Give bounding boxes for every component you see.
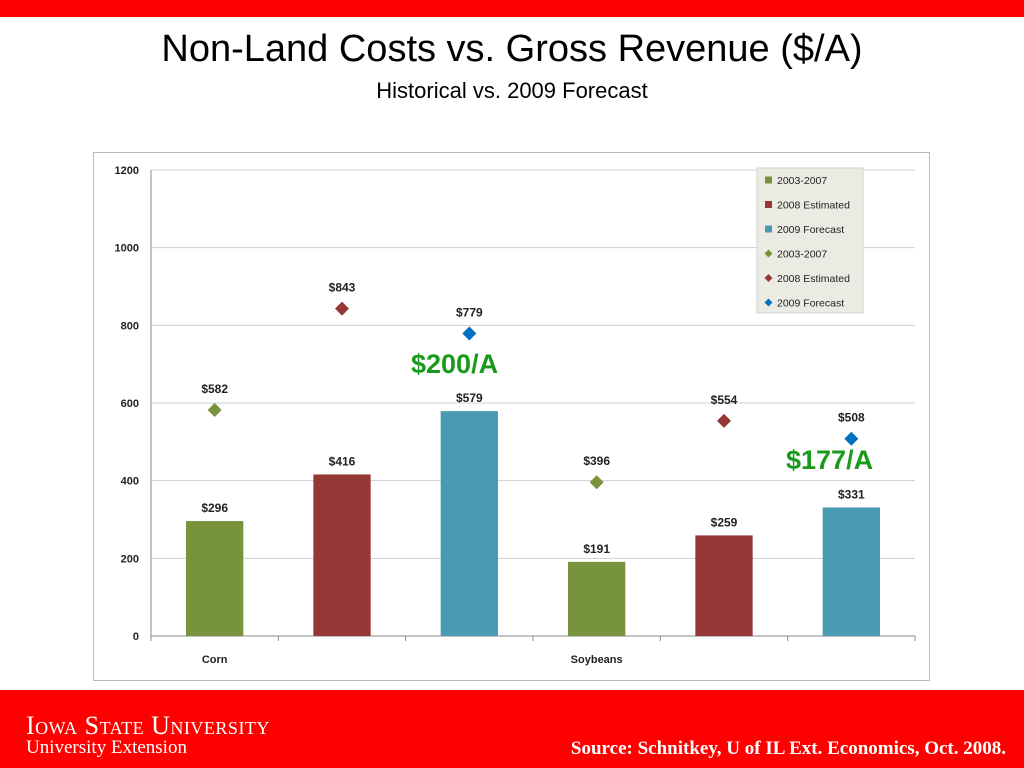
slide-title: Non-Land Costs vs. Gross Revenue ($/A) (161, 28, 863, 70)
diamond-marker (589, 475, 604, 490)
slide-subtitle: Historical vs. 2009 Forecast (376, 78, 648, 103)
marker-value-label: $396 (583, 454, 610, 468)
legend-label: 2009 Forecast (777, 298, 844, 310)
legend-swatch (765, 201, 772, 208)
legend-label: 2003-2007 (777, 249, 827, 261)
y-tick-label: 200 (121, 553, 139, 565)
legend-diamond (764, 298, 773, 307)
legend-swatch (765, 225, 772, 233)
extension-logo-text: University Extension (26, 737, 187, 758)
legend-label: 2009 Forecast (777, 224, 844, 236)
y-tick-label: 600 (121, 398, 139, 410)
x-category-label: Corn (202, 654, 228, 666)
bar-value-label: $259 (711, 515, 738, 529)
legend-diamond (764, 274, 773, 282)
bar-value-label: $579 (456, 391, 483, 405)
university-logo-text: Iowa State University (26, 711, 270, 740)
bar (822, 507, 880, 636)
legend-label: 2003-2007 (777, 175, 827, 187)
legend-label: 2008 Estimated (777, 200, 850, 212)
bottom-banner (0, 690, 1024, 768)
legend-swatch (765, 176, 772, 184)
marker-value-label: $554 (711, 393, 738, 407)
bar-value-label: $416 (329, 454, 356, 468)
bar-value-label: $331 (838, 487, 865, 501)
legend-box (756, 167, 864, 314)
bar-value-label: $296 (201, 501, 228, 515)
chart-frame: 0 200 400 600 800 1000 1200 Corn $296 $416 $579 $58… (93, 152, 930, 681)
x-category-label: Soybeans (571, 654, 623, 666)
legend-diamond (764, 249, 773, 258)
diamond-marker (335, 301, 349, 316)
y-tick-label: 1000 (115, 243, 139, 255)
diamond-marker (844, 431, 859, 446)
diamond-marker (207, 402, 222, 417)
y-tick-label: 800 (121, 320, 139, 332)
bar-value-label: $191 (583, 542, 610, 556)
bar (568, 561, 626, 636)
bar (313, 474, 371, 636)
marker-value-label: $582 (201, 382, 228, 396)
corn-margin-callout: $200/A (411, 349, 499, 379)
y-tick-label: 1200 (115, 165, 139, 177)
chart: 0 200 400 600 800 1000 1200 Corn $296 $416 $579 $58… (115, 165, 916, 666)
top-banner (0, 0, 1024, 17)
marker-value-label: $843 (329, 281, 356, 295)
soybean-margin-callout: $177/A (786, 445, 874, 475)
marker-value-label: $508 (838, 411, 865, 425)
diamond-marker (717, 413, 731, 428)
bar (695, 535, 753, 636)
y-tick-label: 400 (121, 476, 139, 488)
marker-value-label: $779 (456, 305, 483, 319)
bar (440, 411, 498, 636)
legend-label: 2008 Estimated (777, 273, 850, 285)
source-note: Source: Schnitkey, U of IL Ext. Economic… (570, 738, 1006, 759)
y-tick-label: 0 (133, 631, 139, 643)
diamond-marker (462, 326, 477, 341)
bar (186, 521, 244, 636)
